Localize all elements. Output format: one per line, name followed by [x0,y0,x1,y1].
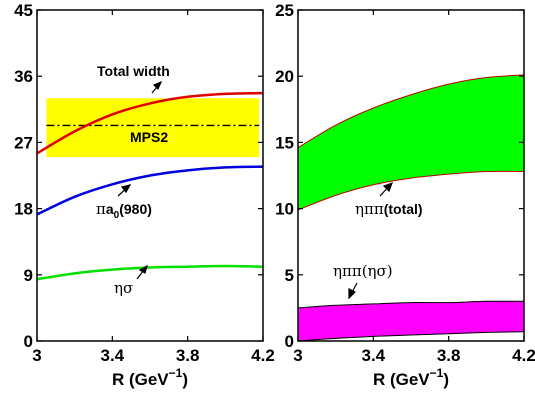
left-annotation-pia0-pi: π [96,200,106,218]
right-plot-area [297,74,525,342]
left-axes-frame [36,9,264,342]
right-annotation-etapipi-total-symbol: ηππ [355,200,384,218]
left-annotation-total-width: Total width [97,63,170,79]
left-arrowhead-pia0 [120,184,132,194]
etapipi-total-band-upper-edge [297,74,525,149]
right-y-tick-label: 5 [285,266,294,285]
left-annotation-pia0-a: a [106,201,114,217]
left-x-tick-label: 3 [32,346,41,365]
etapipi-total-band-lower-edge [297,170,525,211]
pia0-line [36,165,264,216]
left-x-tick-label: 4.2 [251,346,275,365]
etapipi-total-band [298,74,524,210]
left-x-axis-label: R (GeV−1) [112,366,188,389]
right-annotation-etapipi-total-text: (total) [384,201,423,217]
left-annotation-pia0-suffix: (980) [119,201,152,217]
left-y-tick-label: 36 [14,67,33,86]
right-y-tick-label: 0 [285,332,294,351]
right-x-axis-label: R (GeV−1) [373,366,449,389]
etapipi-etasigma-band-lower-edge [297,331,525,342]
left-annotation-arrows [117,80,163,280]
left-annotation-etasigma: ησ [114,279,133,297]
left-y-tick-label: 0 [24,332,33,351]
right-arrowhead-etapipi-etasigma [348,288,357,300]
left-arrowhead-total-width [152,80,163,91]
right-y-tick-label: 15 [275,133,294,152]
left-y-tick-label: 45 [14,1,33,20]
right-arrowhead-etapipi-total [382,181,394,193]
right-x-tick-label: 3.4 [362,346,386,365]
left-annotation-mps2: MPS2 [130,129,168,145]
right-y-tick-label: 10 [275,200,294,219]
right-x-tick-label: 3 [293,346,302,365]
left-x-tick-label: 3.8 [176,346,200,365]
left-plot-area [36,91,264,281]
left-ticks: 3 3.4 3.8 4.2 0 9 18 27 36 45 [14,1,275,365]
left-annotation-pia0-sub: 0 [114,210,120,221]
total-width-line [36,91,264,155]
left-chart: 3 3.4 3.8 4.2 0 9 18 27 36 45 Total width MPS2 πa… [14,1,275,389]
right-y-tick-label: 20 [275,67,294,86]
etasigma-line [36,264,264,281]
svg-text:ηππ(total): ηππ(total) [355,200,423,218]
right-ticks: 3 3.4 3.8 4.2 0 5 10 15 20 25 [275,1,535,365]
right-x-tick-label: 3.8 [437,346,461,365]
etapipi-etasigma-band [298,301,524,341]
left-y-tick-label: 9 [24,266,33,285]
etapipi-etasigma-band-upper-edge [297,300,525,309]
left-y-tick-label: 27 [14,133,33,152]
left-annotation-pia0: πa0(980) [96,200,152,221]
right-x-tick-label: 4.2 [512,346,535,365]
mps2-band [46,98,260,158]
right-annotation-etapipi-etasigma: ηππ(ησ) [333,262,393,280]
right-y-tick-label: 25 [275,1,294,20]
left-y-tick-label: 18 [14,200,33,219]
right-annotation-arrows [348,181,394,300]
svg-text:πa0(980): πa0(980) [96,200,152,221]
left-x-tick-label: 3.4 [101,346,125,365]
right-annotation-etapipi-total: ηππ(total) [355,200,423,218]
left-arrowhead-etasigma [138,264,148,274]
right-axes-frame [297,9,525,342]
